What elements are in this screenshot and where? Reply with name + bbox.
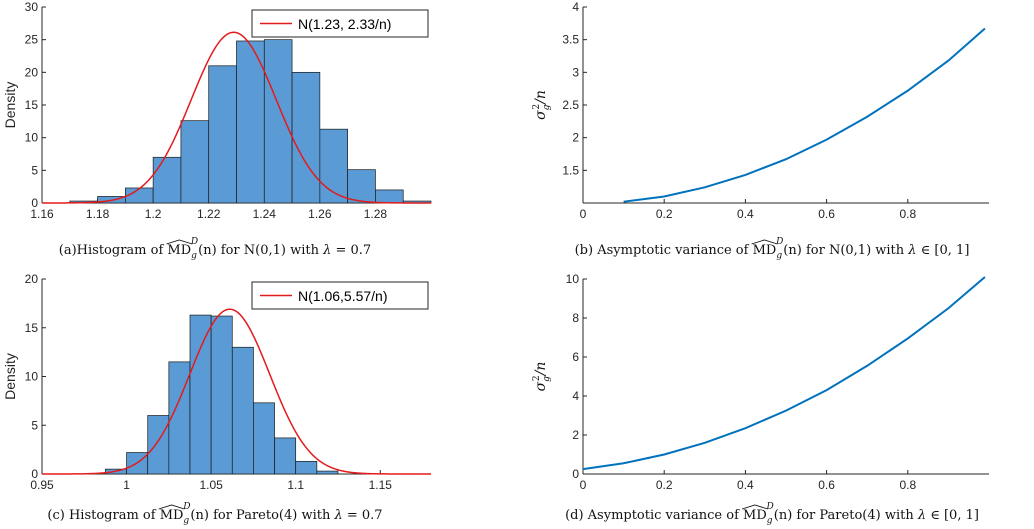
normal-fit-curve	[42, 31, 431, 204]
chart-a: 1.16 1.18 1.2 1.22 1.24 1.26 1.28 0 5 10 15 20 25 30 N…	[2, 0, 432, 261]
caption: (d) Asymptotic variance of MDgD(n) for P…	[565, 502, 979, 526]
x-tick-label: 1.22	[197, 207, 221, 221]
legend-label: N(1.23, 2.33/n)	[298, 16, 391, 32]
histogram-bar	[208, 65, 237, 204]
y-axis-label: σg2/n	[532, 362, 552, 392]
x-tick-label: 0.6	[818, 478, 835, 492]
x-tick-label: 0.2	[656, 478, 673, 492]
y-tick-label: 10	[25, 131, 39, 145]
histogram-bar	[210, 315, 233, 475]
y-tick-label: 10	[566, 272, 580, 286]
variance-line	[582, 276, 986, 471]
caption: (c) Histogram of MDgD(n) for Pareto(4) w…	[47, 502, 382, 526]
x-tick-label: 1.05	[199, 478, 223, 492]
histogram-bar	[319, 128, 348, 204]
y-tick-label: 3.5	[562, 33, 579, 47]
y-tick-label: 4	[572, 0, 579, 14]
y-tick-label: 1.5	[562, 163, 579, 177]
histogram-bar	[125, 187, 154, 204]
y-tick-label: 10	[25, 370, 39, 384]
x-tick-label: 0	[580, 207, 587, 221]
x-tick-label: 1.24	[253, 207, 277, 221]
histogram-bar	[375, 189, 404, 204]
x-tick-label: 0	[580, 478, 587, 492]
variance-line	[623, 27, 986, 203]
histogram-bar	[295, 460, 318, 475]
y-tick-label: 0	[31, 196, 38, 210]
x-tick-label: 0.2	[656, 207, 673, 221]
histogram-bar	[147, 415, 170, 475]
histogram-bar	[274, 437, 297, 475]
y-tick-label: 2	[572, 428, 579, 442]
caption: (a)Histogram of MDgD(n) for N(0,1) with …	[59, 237, 371, 261]
x-tick-label: 0.8	[899, 207, 916, 221]
hat-accent	[158, 504, 185, 510]
y-axis-label: Density	[2, 353, 18, 400]
y-tick-label: 2	[572, 131, 579, 145]
x-tick-label: 0.8	[899, 478, 916, 492]
histogram-bar	[347, 169, 376, 204]
hat-accent	[166, 239, 193, 245]
histogram-bar	[168, 361, 191, 475]
y-tick-label: 5	[31, 163, 38, 177]
y-tick-label: 4	[572, 389, 579, 403]
histogram-bar	[180, 120, 210, 204]
y-tick-label: 0	[31, 467, 38, 481]
y-tick-label: 15	[25, 321, 39, 335]
hat-accent	[741, 504, 768, 510]
histogram-bar	[316, 470, 339, 475]
y-tick-label: 6	[572, 350, 579, 364]
chart-d: 0 0.2 0.4 0.6 0.8 0 2 4 6 8 10 σg2/n (d) Asymptotic …	[532, 272, 989, 526]
y-tick-label: 0	[572, 467, 579, 481]
legend: N(1.23, 2.33/n)	[251, 9, 429, 38]
x-tick-label: 1.15	[369, 478, 393, 492]
x-tick-label: 1.28	[364, 207, 388, 221]
x-tick-label: 1.26	[308, 207, 332, 221]
x-tick-label: 1.18	[86, 207, 110, 221]
x-tick-label: 1.2	[145, 207, 162, 221]
x-tick-label: 0.6	[818, 207, 835, 221]
y-tick-label: 25	[25, 33, 39, 47]
y-tick-label: 20	[25, 272, 39, 286]
histogram-bar	[152, 156, 182, 204]
histogram-bar	[263, 39, 293, 204]
y-tick-label: 30	[25, 0, 39, 14]
x-tick-label: 0.4	[737, 478, 754, 492]
x-tick-label: 1.1	[287, 478, 304, 492]
y-axis-label: Density	[2, 82, 18, 129]
x-tick-label: 0.95	[30, 478, 54, 492]
normal-fit-curve	[42, 308, 431, 475]
y-tick-label: 2.5	[562, 98, 579, 112]
chart-b: 0 0.2 0.4 0.6 0.8 1.5 2 2.5 3 3.5 4 σg2/n (b) Asympt…	[532, 0, 989, 261]
histogram-bar	[291, 71, 321, 204]
chart-c: 0.95 1 1.05 1.1 1.15 0 5 10 15 20 N(1.06,5.57/n) De…	[2, 272, 431, 526]
caption: (b) Asymptotic variance of MDgD(n) for N…	[575, 237, 970, 261]
y-axis-label: σg2/n	[532, 90, 552, 120]
y-tick-label: 15	[25, 98, 39, 112]
y-tick-label: 3	[572, 65, 579, 79]
hat-accent	[751, 239, 778, 245]
histogram-bar	[253, 402, 275, 475]
histogram-bar	[236, 40, 265, 204]
x-tick-label: 0.4	[737, 207, 754, 221]
x-tick-label: 1	[123, 478, 130, 492]
legend: N(1.06,5.57/n)	[251, 281, 429, 310]
histogram-bar	[231, 346, 254, 475]
y-tick-label: 5	[31, 418, 38, 432]
legend-label: N(1.06,5.57/n)	[298, 288, 388, 304]
y-tick-label: 8	[572, 311, 579, 325]
y-tick-label: 20	[25, 65, 39, 79]
histogram-bar	[189, 314, 212, 475]
x-tick-label: 1.16	[30, 207, 54, 221]
